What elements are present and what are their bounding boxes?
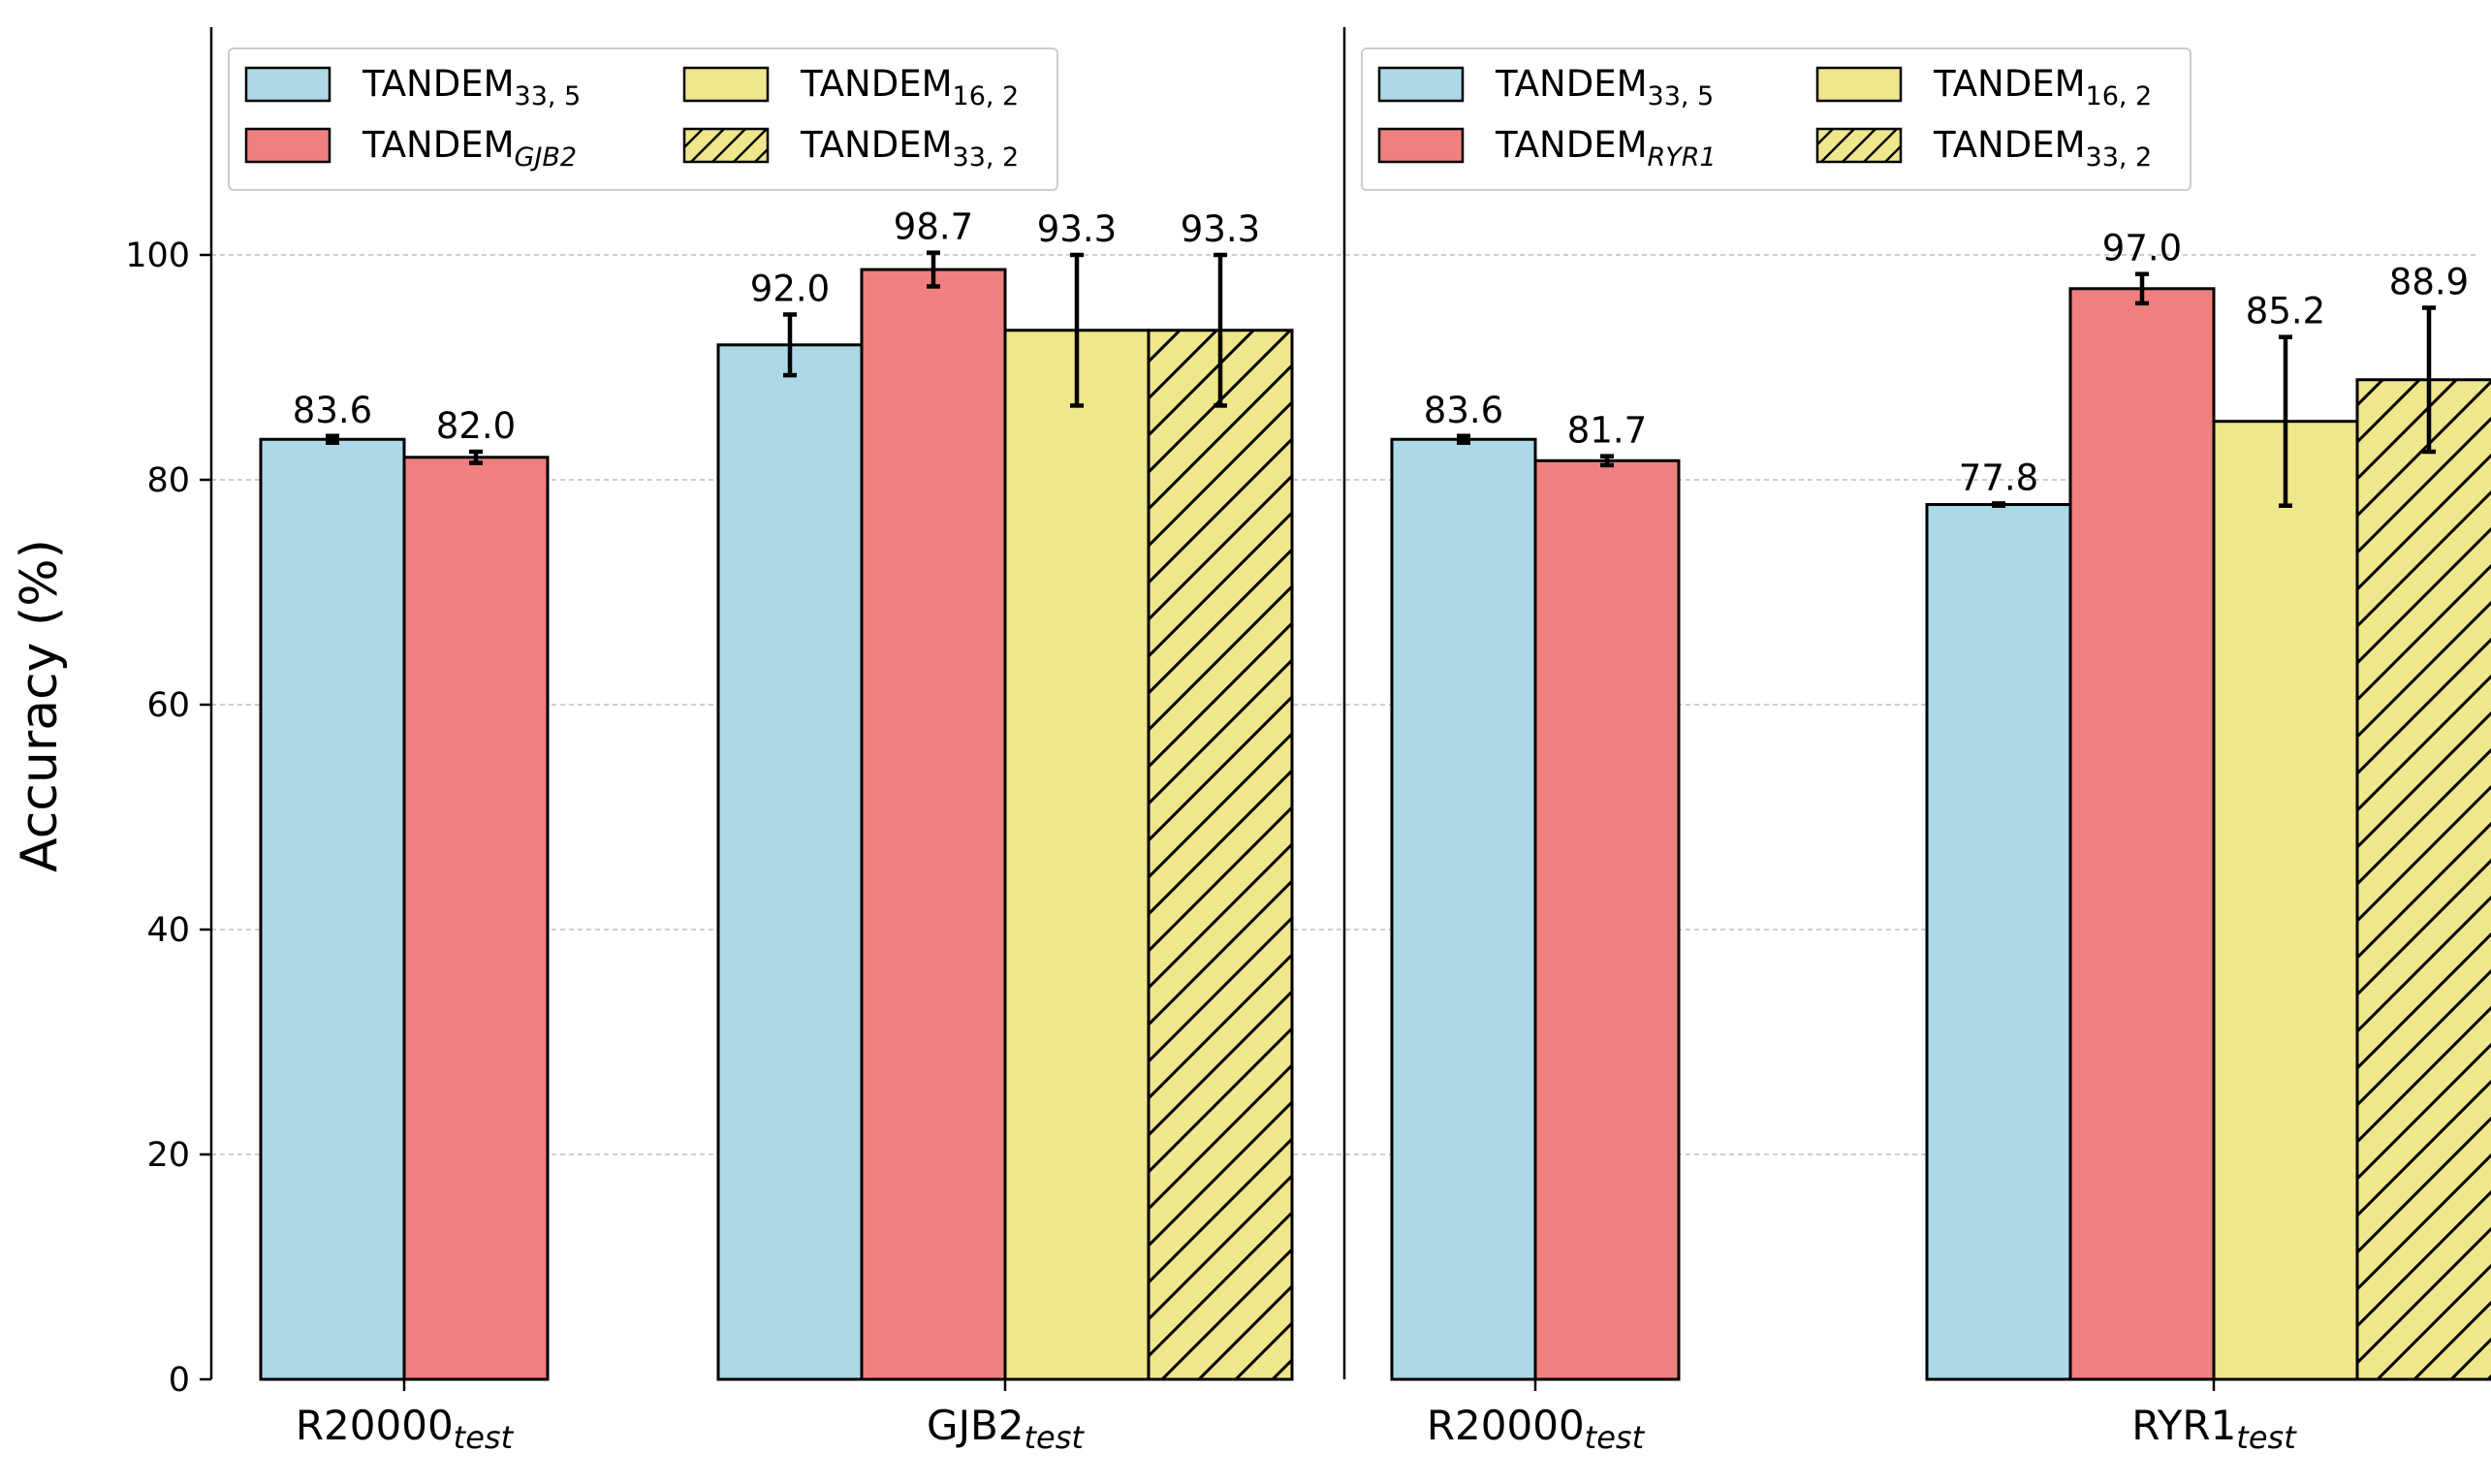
legend-label-base: TANDEM <box>1495 63 1648 105</box>
legend-label: TANDEMGJB2 <box>362 124 577 173</box>
bar-t162 <box>1003 329 1151 1381</box>
legend-label: TANDEM33, 2 <box>1933 124 2152 173</box>
bar-value-label: 77.8 <box>1959 457 2038 498</box>
bar-value-label: 83.6 <box>293 390 372 431</box>
legend-label-sub: 33, 5 <box>1648 81 1715 111</box>
legend-label-sub: GJB2 <box>515 142 578 173</box>
bar-value-label: 93.3 <box>1037 208 1117 250</box>
bar-value-label: 92.0 <box>750 268 830 309</box>
bar-tgene <box>2068 287 2216 1381</box>
legend-label-sub: 33, 5 <box>515 81 582 111</box>
x-tick-label-base: R20000 <box>1427 1402 1585 1449</box>
legend-label: TANDEM33, 5 <box>362 63 581 111</box>
x-tick-label: R20000test <box>1427 1402 1646 1456</box>
x-tick-label-base: RYR1 <box>2131 1402 2236 1449</box>
legend-label-sub: 33, 2 <box>953 142 1020 173</box>
legend-label: TANDEMRYR1 <box>1495 124 1717 173</box>
legend-label-sub: 16, 2 <box>953 81 1020 111</box>
bar-t335 <box>1390 437 1537 1381</box>
legend-label-base: TANDEM <box>1933 124 2086 166</box>
legend-label-base: TANDEM <box>800 63 953 105</box>
legend-label-sub: RYR1 <box>1648 142 1717 173</box>
bar-t335 <box>1925 503 2072 1381</box>
x-tick-label-base: R20000 <box>296 1402 454 1449</box>
bar-value-label: 98.7 <box>894 206 973 248</box>
legend-label: TANDEM16, 2 <box>800 63 1019 111</box>
legend-swatch-tgene <box>1377 127 1465 164</box>
legend-label-base: TANDEM <box>362 124 515 166</box>
y-tick-label: 100 <box>125 237 190 275</box>
x-tick-label-sub: test <box>1025 1419 1086 1456</box>
y-tick-label: 0 <box>169 1361 190 1400</box>
bar-tgene <box>1533 458 1681 1381</box>
bar-tgene <box>860 268 1007 1381</box>
y-tick-label: 20 <box>146 1136 190 1175</box>
y-tick-label: 80 <box>146 461 190 500</box>
bar-value-label: 82.0 <box>436 405 516 447</box>
legend-swatch-t162 <box>1815 66 1903 103</box>
x-tick-label-sub: test <box>1585 1419 1646 1456</box>
legend-label-sub: 16, 2 <box>2086 81 2153 111</box>
legend-label-base: TANDEM <box>1495 124 1648 166</box>
legend-swatch-t332 <box>1815 127 1903 164</box>
y-tick-label: 40 <box>146 911 190 950</box>
y-axis-label: Accuracy (%) <box>11 539 69 872</box>
legend-label: TANDEM33, 5 <box>1495 63 1714 111</box>
x-tick-label-sub: test <box>2236 1419 2297 1456</box>
legend-swatch-t335 <box>244 66 331 103</box>
bar-value-label: 93.3 <box>1181 208 1260 250</box>
legend-label-sub: 33, 2 <box>2086 142 2153 173</box>
legend-label: TANDEM16, 2 <box>1933 63 2152 111</box>
x-tick-label: RYR1test <box>2131 1402 2297 1456</box>
legend-label-base: TANDEM <box>362 63 515 105</box>
legend-label-base: TANDEM <box>800 124 953 166</box>
x-tick-label-base: GJB2 <box>927 1402 1024 1449</box>
x-tick-label-sub: test <box>454 1419 515 1456</box>
bar-t335 <box>259 437 406 1381</box>
legend-swatch-t335 <box>1377 66 1465 103</box>
bar-tgene <box>402 456 550 1381</box>
y-tick-label: 60 <box>146 686 190 725</box>
legend-swatch-t162 <box>682 66 770 103</box>
bar-value-label: 85.2 <box>2246 291 2325 332</box>
bar-t332 <box>1147 329 1294 1381</box>
bar-value-label: 83.6 <box>1424 390 1503 431</box>
bar-value-label: 81.7 <box>1567 410 1647 452</box>
legend-swatch-tgene <box>244 127 331 164</box>
legend-swatch-t332 <box>682 127 770 164</box>
legend-box <box>1361 47 2191 191</box>
bar-t335 <box>716 343 864 1381</box>
legend-label-base: TANDEM <box>1933 63 2086 105</box>
x-tick-label: R20000test <box>296 1402 515 1456</box>
bar-value-label: 88.9 <box>2389 262 2469 303</box>
x-tick-label: GJB2test <box>927 1402 1085 1456</box>
legend-label: TANDEM33, 2 <box>800 124 1019 173</box>
bar-t162 <box>2212 420 2359 1381</box>
bar-value-label: 97.0 <box>2102 228 2182 269</box>
bar-t332 <box>2355 378 2491 1381</box>
legend-box <box>228 47 1058 191</box>
